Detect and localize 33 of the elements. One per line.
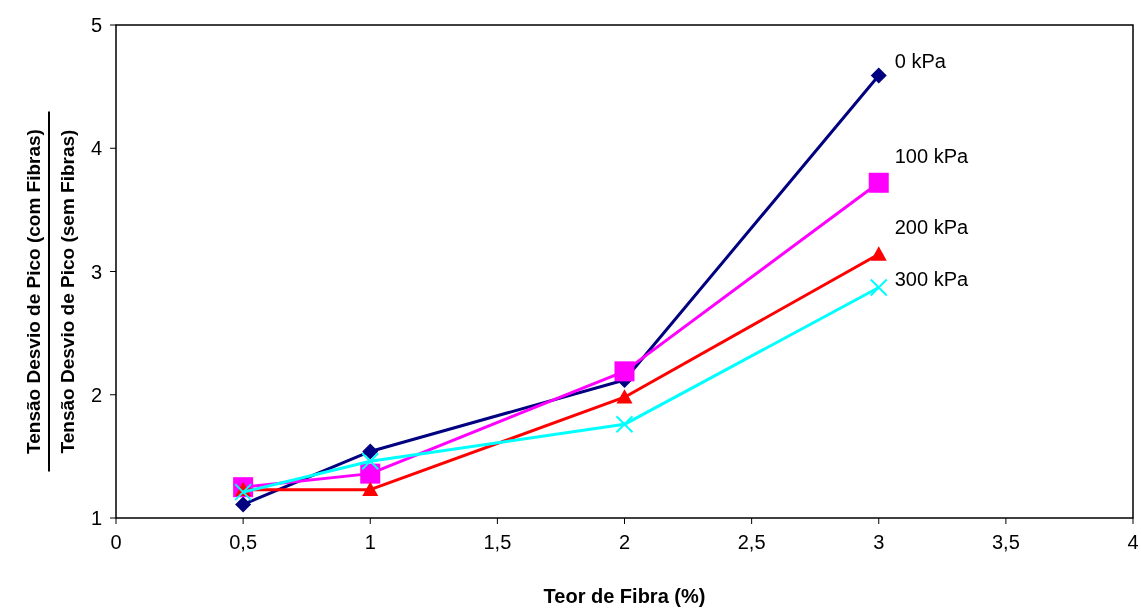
x-tick-label: 0,5	[229, 531, 258, 553]
series-label: 200 kPa	[894, 216, 970, 239]
x-tick-label: 2,5	[737, 531, 766, 553]
x-tick-label: 0	[110, 531, 122, 553]
point	[361, 452, 380, 471]
point	[362, 481, 379, 497]
x-tick-label: 2	[618, 531, 631, 553]
point	[614, 361, 635, 382]
point	[235, 496, 252, 513]
x-axis-title: Teor de Fibra (%)	[543, 585, 706, 607]
point	[869, 278, 888, 297]
y-tick-label: 2	[90, 383, 102, 406]
point	[360, 463, 381, 484]
y-tick-label: 5	[90, 14, 102, 36]
x-tick-label: 3,5	[991, 531, 1020, 553]
x-tick-label: 4	[1127, 531, 1139, 553]
point	[868, 172, 889, 193]
y-axis-title: Tensão Desvio de Pico (com Fibras) Tensão Desvio de Pico (sem Fibras)	[23, 129, 78, 454]
x-tick-label: 1	[364, 531, 376, 553]
y-tick-label: 4	[90, 137, 102, 160]
point	[234, 483, 253, 502]
y-tick-label: 1	[90, 507, 102, 529]
series-label: 300 kPa	[894, 267, 970, 290]
y-tick-label: 3	[90, 260, 102, 283]
x-tick-label: 1,5	[483, 531, 512, 553]
point	[616, 389, 633, 404]
point	[870, 246, 887, 261]
series-label: 100 kPa	[894, 144, 970, 167]
point	[870, 67, 887, 84]
point	[615, 415, 634, 434]
point	[362, 443, 379, 460]
x-tick-label: 3	[873, 531, 885, 553]
series-label: 0 kPa	[894, 49, 947, 72]
